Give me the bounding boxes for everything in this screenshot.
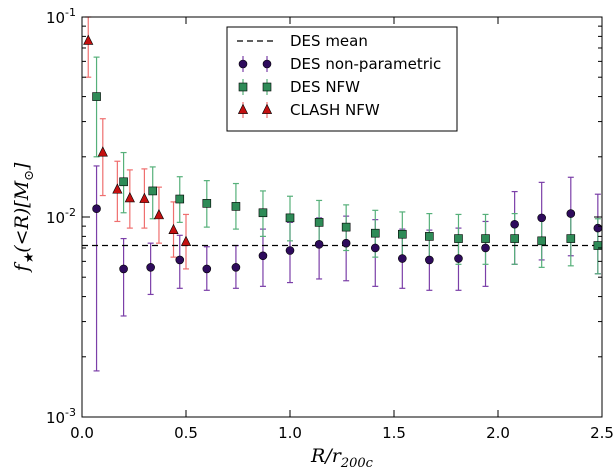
- triangle-point: [97, 146, 108, 157]
- circle-point: [370, 243, 380, 253]
- square-point: [202, 199, 212, 208]
- triangle-point: [112, 183, 123, 194]
- legend: DES mean DES non-parametric DES NFW CLASH N…: [226, 26, 458, 132]
- x-tick-label: 0.5: [174, 424, 198, 442]
- circle-point: [92, 204, 101, 214]
- legend-circle-marker: [238, 59, 248, 69]
- circle-point: [231, 263, 241, 272]
- square-point: [314, 218, 324, 227]
- square-point: [258, 208, 268, 218]
- circle-point: [285, 246, 295, 255]
- y-axis-label: f★(<R)[M⊙]: [11, 162, 37, 274]
- square-point: [510, 234, 519, 243]
- circle-point: [537, 213, 546, 223]
- square-point: [119, 177, 128, 187]
- circle-point: [341, 238, 351, 248]
- circle-point: [481, 243, 490, 253]
- legend-label: DES mean: [290, 32, 368, 50]
- x-tick-label: 1.5: [382, 424, 406, 442]
- square-point: [454, 234, 463, 243]
- circle-point: [566, 209, 576, 218]
- legend-circle-marker: [262, 59, 272, 69]
- circle-point: [258, 251, 268, 261]
- circle-point: [593, 223, 603, 233]
- square-point: [148, 186, 158, 196]
- square-point: [566, 234, 576, 243]
- square-point: [370, 228, 380, 238]
- square-point: [481, 234, 490, 243]
- triangle-point: [139, 192, 150, 203]
- x-tick-label: 0.0: [70, 424, 94, 442]
- legend-label: DES NFW: [290, 78, 360, 96]
- triangle-point: [180, 235, 192, 246]
- legend-square-marker: [238, 82, 248, 92]
- y-tick-label: 10-3: [46, 406, 76, 427]
- x-tick-label: 2.5: [590, 424, 614, 442]
- triangle-point: [168, 223, 179, 235]
- triangle-point: [153, 209, 165, 220]
- square-point: [175, 194, 185, 204]
- plot-border: [81, 16, 603, 418]
- circle-point: [314, 240, 324, 249]
- legend-label: DES non-parametric: [290, 55, 441, 73]
- square-point: [92, 92, 101, 101]
- circle-point: [119, 264, 128, 274]
- x-tick-label: 1.0: [278, 424, 302, 442]
- square-point: [398, 229, 407, 239]
- legend-label: CLASH NFW: [290, 101, 380, 119]
- circle-point: [146, 263, 155, 272]
- circle-point: [425, 255, 434, 265]
- y-tick-label: 10-1: [46, 6, 76, 27]
- legend-triangle-marker: [261, 103, 273, 114]
- square-point: [425, 232, 434, 241]
- square-point: [537, 236, 546, 246]
- legend-square-marker: [262, 82, 272, 92]
- triangle-point: [83, 34, 94, 45]
- square-point: [341, 222, 351, 232]
- circle-point: [510, 219, 519, 229]
- circle-point: [454, 254, 463, 263]
- x-axis-label: R/r200c: [310, 445, 374, 470]
- circle-point: [202, 264, 212, 274]
- triangle-point: [124, 192, 135, 203]
- square-point: [285, 213, 295, 223]
- y-tick-label: 10-2: [46, 206, 76, 227]
- x-tick-label: 2.0: [486, 424, 510, 442]
- circle-point: [175, 255, 185, 265]
- circle-point: [398, 254, 407, 263]
- square-point: [231, 202, 241, 211]
- legend-triangle-marker: [237, 103, 249, 114]
